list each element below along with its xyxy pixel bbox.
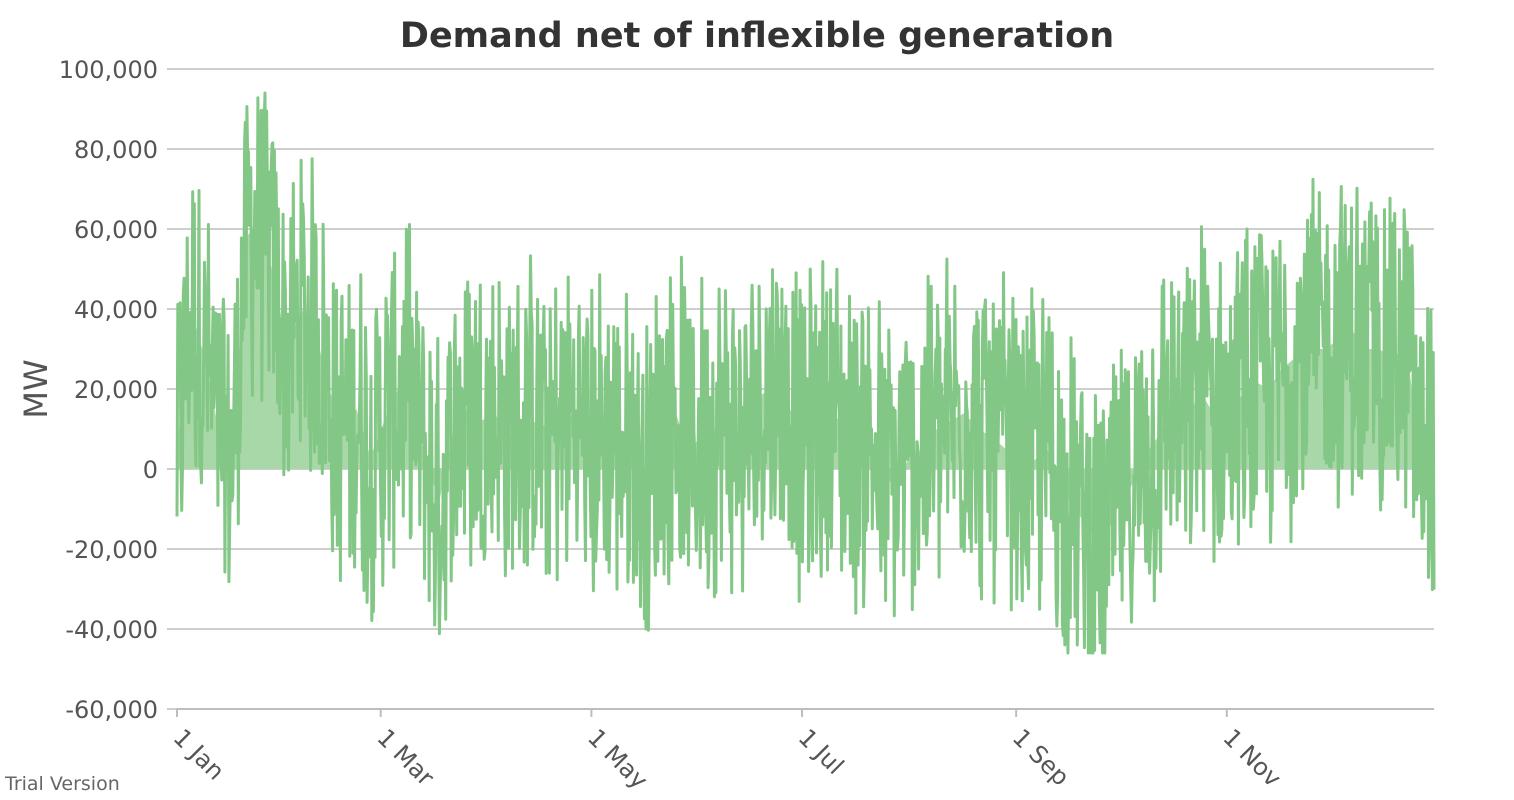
y-tick-label: -20,000 [65, 536, 158, 564]
y-tick-label: -60,000 [65, 696, 158, 724]
chart-title: Demand net of inflexible generation [400, 16, 1114, 56]
x-tick-label: 1 Sep [1007, 723, 1075, 791]
y-axis-label: MW [17, 359, 55, 418]
trial-watermark: Trial Version [5, 773, 120, 795]
x-tick-label: 1 Jul [793, 723, 849, 779]
x-tick-label: 1 Mar [372, 723, 440, 791]
x-axis-ticks: 1 Jan 1 Mar 1 May 1 Jul 1 Sep 1 Nov [168, 709, 1287, 795]
y-tick-label: 20,000 [74, 376, 158, 404]
x-tick-label: 1 Nov [1218, 723, 1287, 792]
y-tick-label: 0 [143, 456, 158, 484]
y-tick-label: 80,000 [74, 136, 158, 164]
y-axis-ticks: -60,000 -40,000 -20,000 0 20,000 40,000 60,000… [59, 56, 158, 724]
y-tick-label: 100,000 [59, 56, 158, 84]
series-line [175, 91, 1436, 655]
x-tick-label: 1 Jan [168, 723, 230, 785]
x-tick-label: 1 May [582, 723, 653, 794]
y-tick-label: 60,000 [74, 216, 158, 244]
y-tick-label: 40,000 [74, 296, 158, 324]
y-tick-label: -40,000 [65, 616, 158, 644]
series-area [175, 91, 1436, 655]
